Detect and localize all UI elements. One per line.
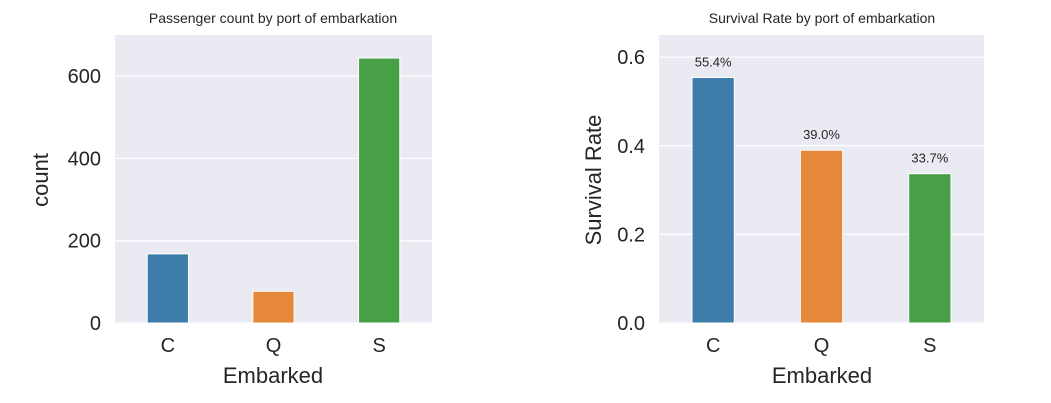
count-y-tick-label: 400 — [68, 148, 101, 170]
survival-x-axis-label: Embarked — [772, 363, 872, 388]
count-y-ticks: 0 200 400 600 — [68, 66, 101, 335]
count-y-tick-label: 0 — [90, 313, 101, 335]
count-bars — [146, 57, 401, 324]
survival-y-axis-label: Survival Rate — [581, 115, 606, 246]
survival-data-label: 33.7% — [911, 151, 948, 166]
count-x-tick-label: C — [161, 335, 175, 357]
survival-x-tick-label: C — [706, 335, 720, 357]
survival-y-tick-label: 0.4 — [617, 136, 645, 158]
count-chart: 0 200 400 600 C Q S Passenger count by port o… — [28, 10, 432, 388]
count-y-tick-label: 600 — [68, 66, 101, 88]
survival-chart: 55.4% 39.0% 33.7% 0.0 0.2 0.4 0.6 C Q S Surviva… — [581, 10, 984, 388]
survival-y-ticks: 0.0 0.2 0.4 0.6 — [617, 47, 645, 335]
count-x-axis-label: Embarked — [223, 363, 323, 388]
count-bar-q — [252, 290, 295, 324]
survival-bar-q — [799, 149, 844, 324]
count-bar-c — [146, 253, 189, 324]
survival-data-label: 39.0% — [803, 127, 840, 142]
survival-chart-title: Survival Rate by port of embarkation — [709, 10, 935, 26]
survival-x-tick-label: S — [923, 335, 936, 357]
survival-bars — [691, 77, 952, 324]
count-y-axis-label: count — [28, 153, 53, 207]
survival-data-label: 55.4% — [695, 55, 732, 70]
count-x-tick-label: Q — [266, 335, 282, 357]
count-y-tick-label: 200 — [68, 231, 101, 253]
count-chart-title: Passenger count by port of embarkation — [149, 10, 397, 26]
survival-y-tick-label: 0.2 — [617, 224, 645, 246]
survival-y-tick-label: 0.0 — [617, 313, 645, 335]
count-bar-s — [358, 57, 401, 324]
survival-data-labels: 55.4% 39.0% 33.7% — [695, 55, 949, 166]
survival-y-tick-label: 0.6 — [617, 47, 645, 69]
count-x-tick-label: S — [372, 335, 385, 357]
survival-bar-c — [691, 77, 735, 324]
survival-bar-s — [908, 173, 952, 324]
survival-x-tick-label: Q — [814, 335, 830, 357]
